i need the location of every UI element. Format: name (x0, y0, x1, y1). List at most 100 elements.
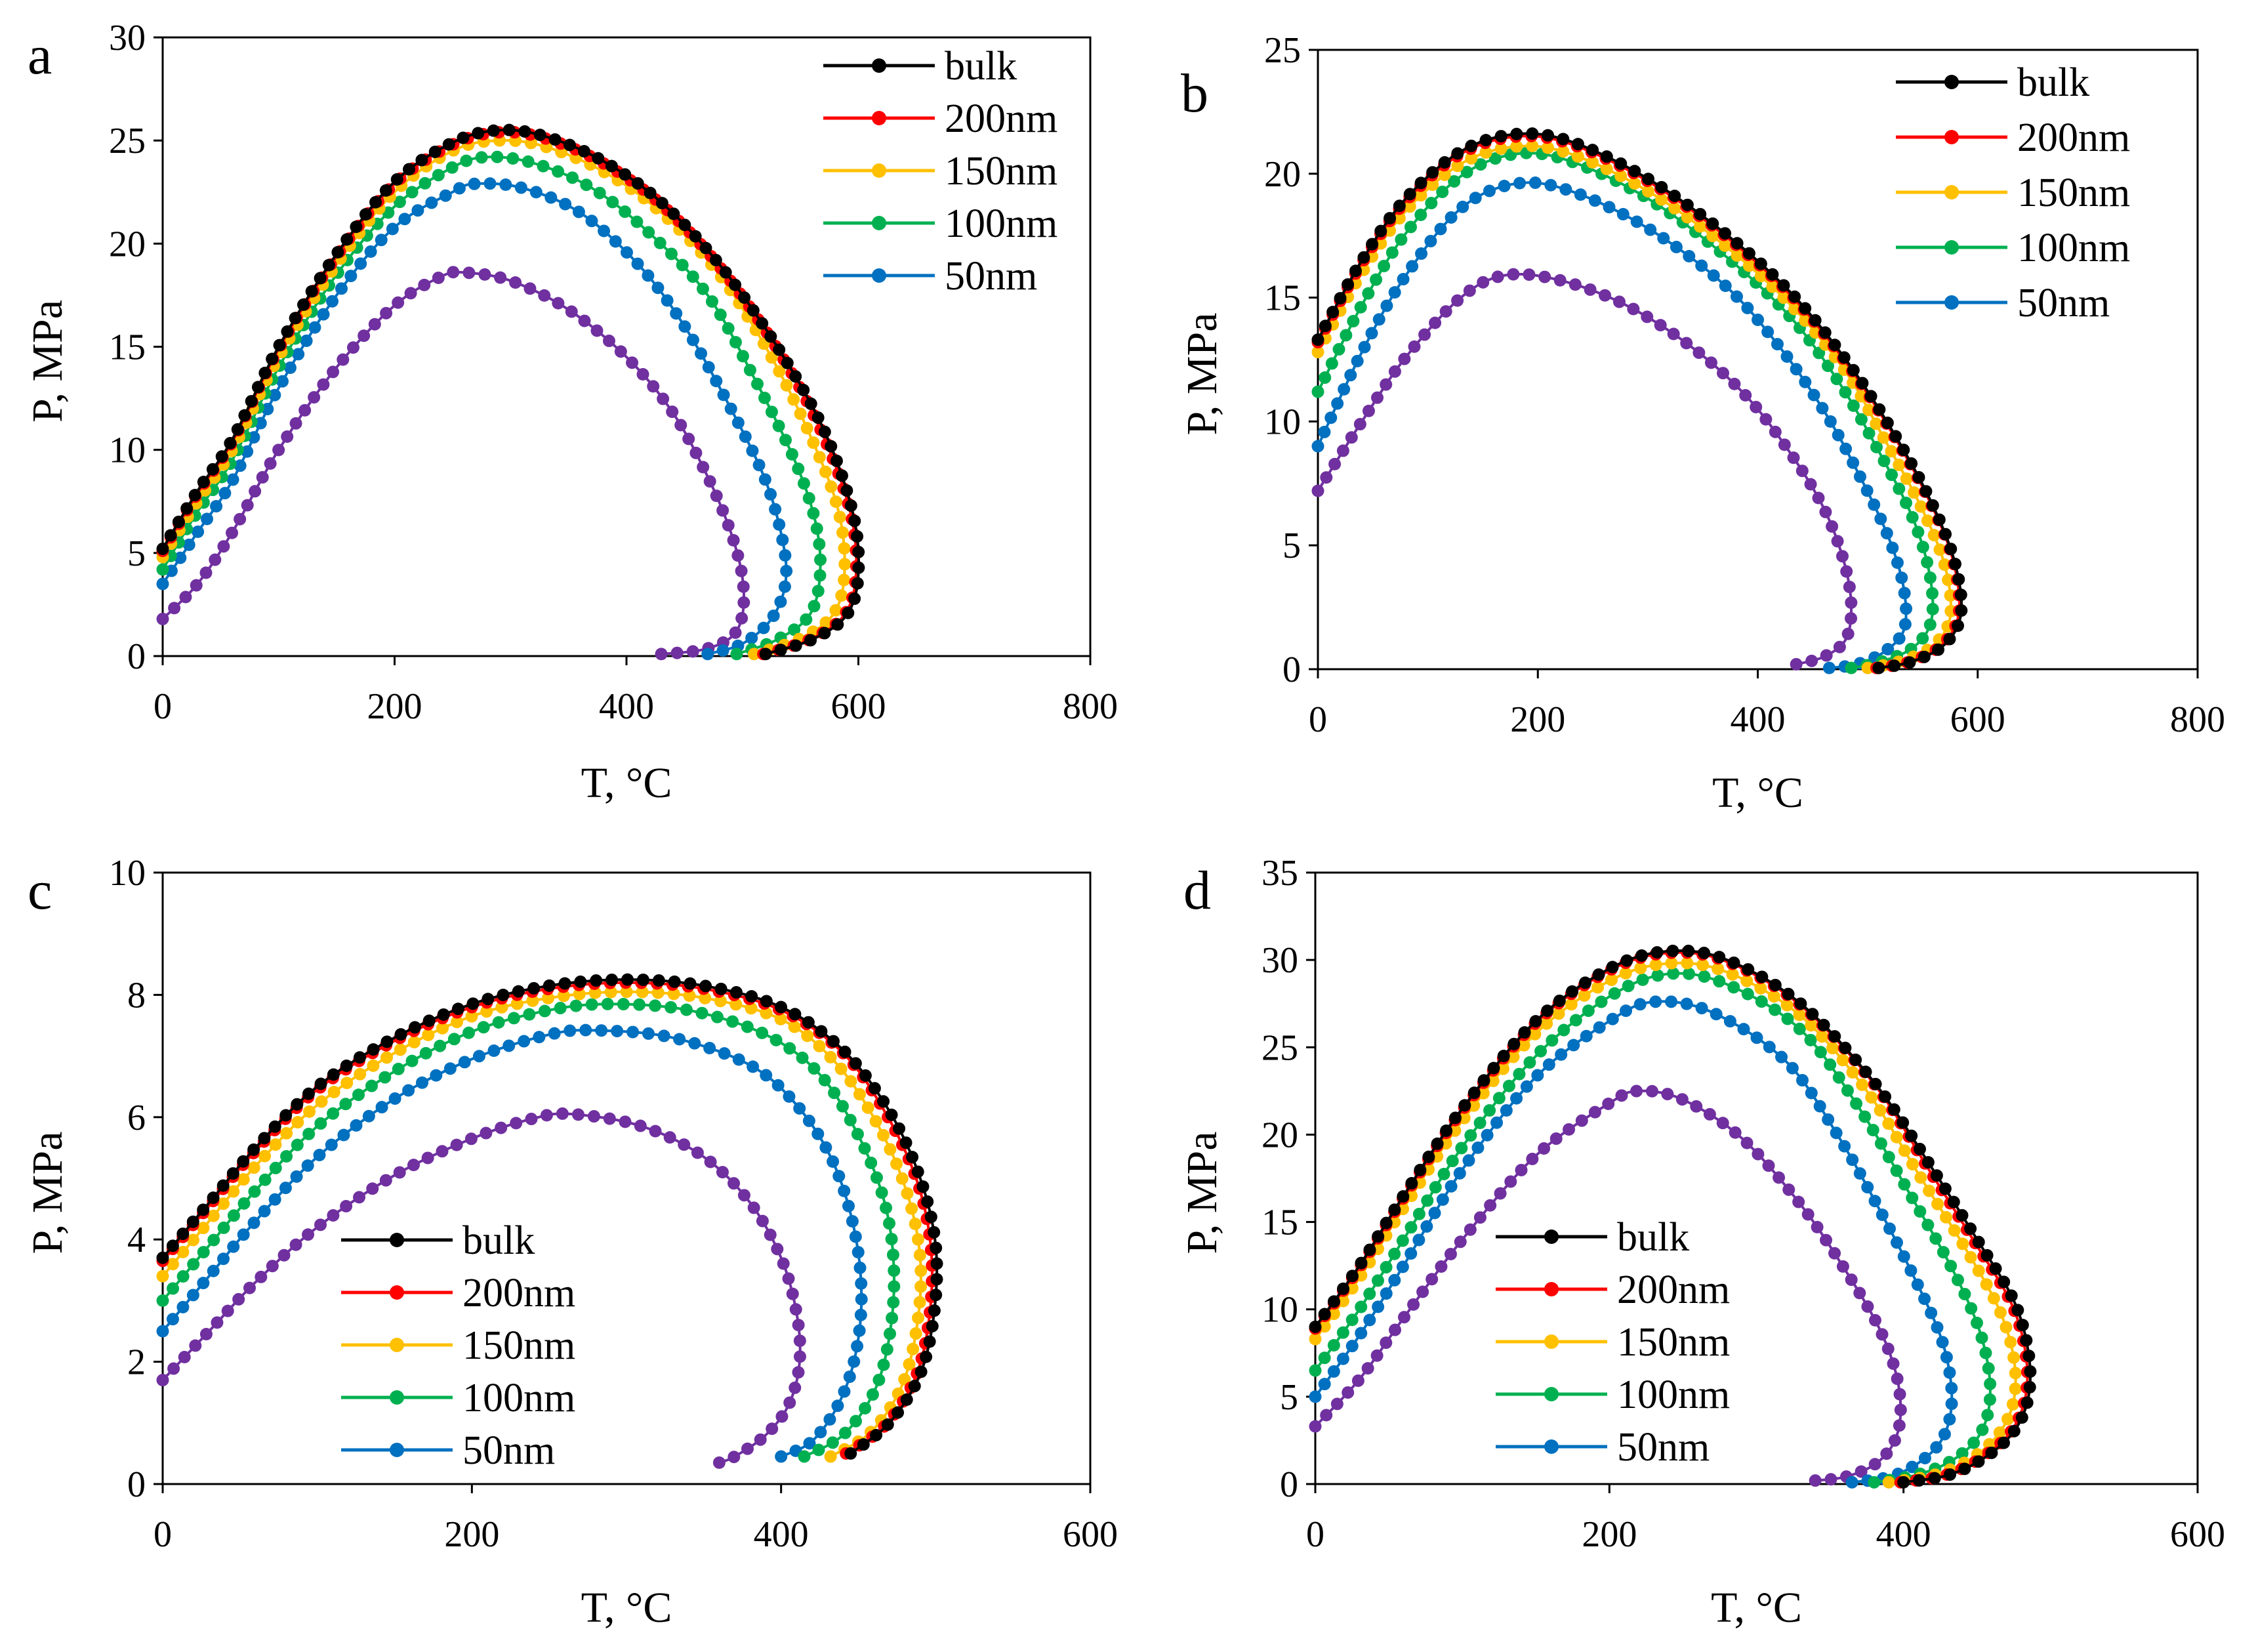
data-point (1528, 1027, 1542, 1041)
data-point (1606, 960, 1619, 974)
data-point (1318, 1352, 1331, 1365)
y-tick-label: 25 (1264, 30, 1301, 71)
data-point (876, 1128, 890, 1142)
data-point (779, 434, 792, 447)
data-point (1526, 1153, 1539, 1166)
data-point (1737, 1023, 1750, 1036)
data-point (1945, 1397, 1958, 1411)
data-point (1893, 459, 1906, 472)
data-point (810, 522, 823, 535)
data-point (1893, 1388, 1906, 1401)
data-point (743, 363, 756, 377)
y-tick-label: 0 (127, 636, 146, 677)
data-point (443, 1062, 457, 1075)
data-point (1926, 499, 1939, 512)
data-point (632, 998, 646, 1011)
data-point (291, 1138, 304, 1151)
legend-label: 200nm (1617, 1268, 1730, 1312)
data-point (835, 469, 848, 482)
data-point (1914, 1205, 1927, 1218)
legend-swatch-marker (1544, 1387, 1559, 1401)
data-point (846, 1214, 859, 1228)
data-point (380, 306, 393, 320)
data-point (1728, 377, 1741, 390)
data-point (243, 1281, 256, 1294)
data-point (176, 1270, 190, 1283)
data-point (1719, 279, 1732, 293)
data-point (1541, 141, 1554, 154)
data-point (1832, 428, 1845, 442)
data-point (786, 1287, 799, 1300)
data-point (1479, 146, 1492, 159)
data-point (1405, 1221, 1418, 1234)
legend-item: bulk (823, 44, 1017, 89)
data-point (1997, 1436, 2010, 1449)
data-point (1421, 1194, 1434, 1207)
data-point (838, 573, 851, 587)
data-point (1694, 220, 1707, 233)
data-point (1318, 425, 1331, 438)
data-point (811, 585, 825, 598)
x-tick-label: 800 (2170, 699, 2225, 740)
data-point (781, 356, 794, 369)
data-point (777, 1257, 790, 1270)
data-point (880, 1201, 893, 1214)
data-point (712, 1456, 726, 1469)
data-point (771, 1079, 785, 1092)
legend-item: 200nm (1496, 1268, 1730, 1312)
data-point (392, 1062, 405, 1075)
data-point (1616, 208, 1630, 221)
data-point (266, 1260, 279, 1273)
legend-label: 150nm (2017, 171, 2130, 215)
data-point (1882, 1476, 1895, 1489)
data-point (2005, 1289, 2018, 1302)
data-point (507, 1012, 520, 1025)
data-point (210, 500, 223, 513)
data-point (1477, 1074, 1490, 1087)
data-point (1326, 306, 1340, 319)
data-point (1628, 177, 1641, 190)
data-point (1523, 1056, 1536, 1069)
data-point (557, 989, 570, 1002)
data-point (1336, 444, 1349, 457)
data-point (764, 487, 777, 501)
data-point (301, 1159, 314, 1172)
data-point (1948, 558, 1961, 571)
data-point (881, 1418, 894, 1431)
legend-label: 150nm (462, 1323, 575, 1368)
legend-label: bulk (462, 1218, 535, 1263)
data-point (197, 1277, 210, 1290)
data-point (1868, 498, 1881, 511)
data-point (1425, 197, 1438, 210)
x-axis-label: T, °C (1711, 1584, 1802, 1632)
data-point (362, 1109, 375, 1123)
y-tick-label: 0 (1282, 650, 1301, 690)
data-point (709, 253, 722, 266)
data-point (1911, 1278, 1924, 1291)
data-point (851, 530, 864, 543)
data-point (1361, 1362, 1374, 1375)
data-point (682, 432, 695, 445)
legend-swatch-marker (872, 58, 886, 73)
data-point (1897, 1250, 1910, 1263)
data-point (1311, 333, 1324, 346)
data-point (1513, 1067, 1526, 1081)
data-point (354, 257, 367, 270)
data-point (1630, 215, 1643, 228)
y-tick-label: 10 (1264, 402, 1301, 442)
data-point (823, 1413, 836, 1426)
data-point (802, 1016, 815, 1029)
data-point (1868, 1458, 1881, 1471)
data-point (416, 1076, 429, 1089)
data-point (588, 986, 602, 999)
data-point (1309, 1364, 1322, 1377)
data-point (818, 627, 831, 640)
data-point (1331, 397, 1344, 410)
data-point (590, 324, 604, 337)
data-point (865, 1156, 878, 1169)
data-point (787, 393, 800, 406)
data-point (630, 215, 644, 228)
data-point (870, 1171, 883, 1184)
data-point (1408, 340, 1421, 353)
data-point (1453, 1167, 1466, 1180)
